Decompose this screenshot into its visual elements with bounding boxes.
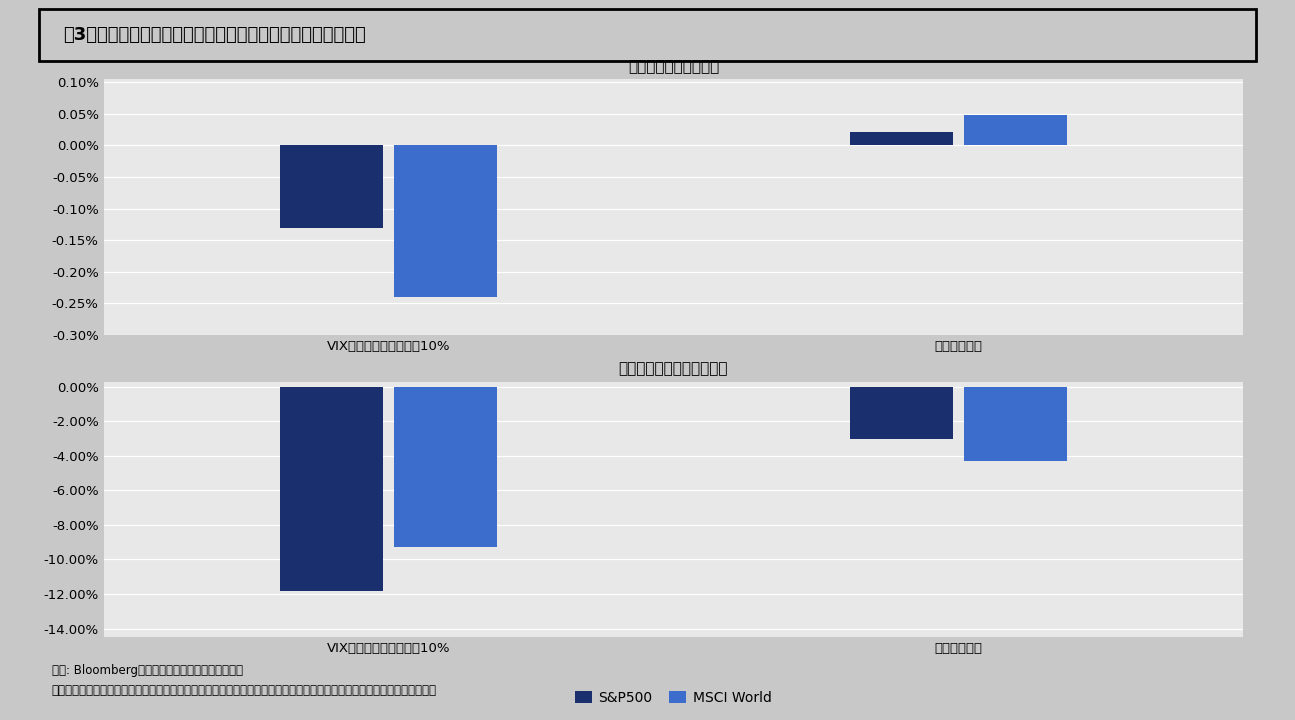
Bar xyxy=(850,132,953,145)
Bar xyxy=(850,387,953,438)
Bar xyxy=(280,387,383,590)
Bar xyxy=(280,145,383,228)
Bar xyxy=(394,145,497,297)
Title: 平均リターン（日次）: 平均リターン（日次） xyxy=(628,59,719,74)
Title: 最大ドローダウン（日次）: 最大ドローダウン（日次） xyxy=(619,361,728,377)
Legend: S&P500, MSCI World: S&P500, MSCI World xyxy=(570,685,777,710)
Text: 過去のパフォーマンスは将来の運用成果を保証するものではありません。直接インデックスに投賄することはできません。: 過去のパフォーマンスは将来の運用成果を保証するものではありません。直接インデック… xyxy=(52,684,436,697)
Bar xyxy=(963,115,1067,145)
Legend: S&P500, MSCI World: S&P500, MSCI World xyxy=(570,382,777,408)
Text: 出所: Bloombergのデータよりインベスコが作成。: 出所: Bloombergのデータよりインベスコが作成。 xyxy=(52,664,242,677)
Bar xyxy=(394,387,497,547)
Bar xyxy=(963,387,1067,461)
Text: 嘰3：高ボラティリティ期間と平常時の株式のリターンの比較: 嘰3：高ボラティリティ期間と平常時の株式のリターンの比較 xyxy=(63,26,366,44)
